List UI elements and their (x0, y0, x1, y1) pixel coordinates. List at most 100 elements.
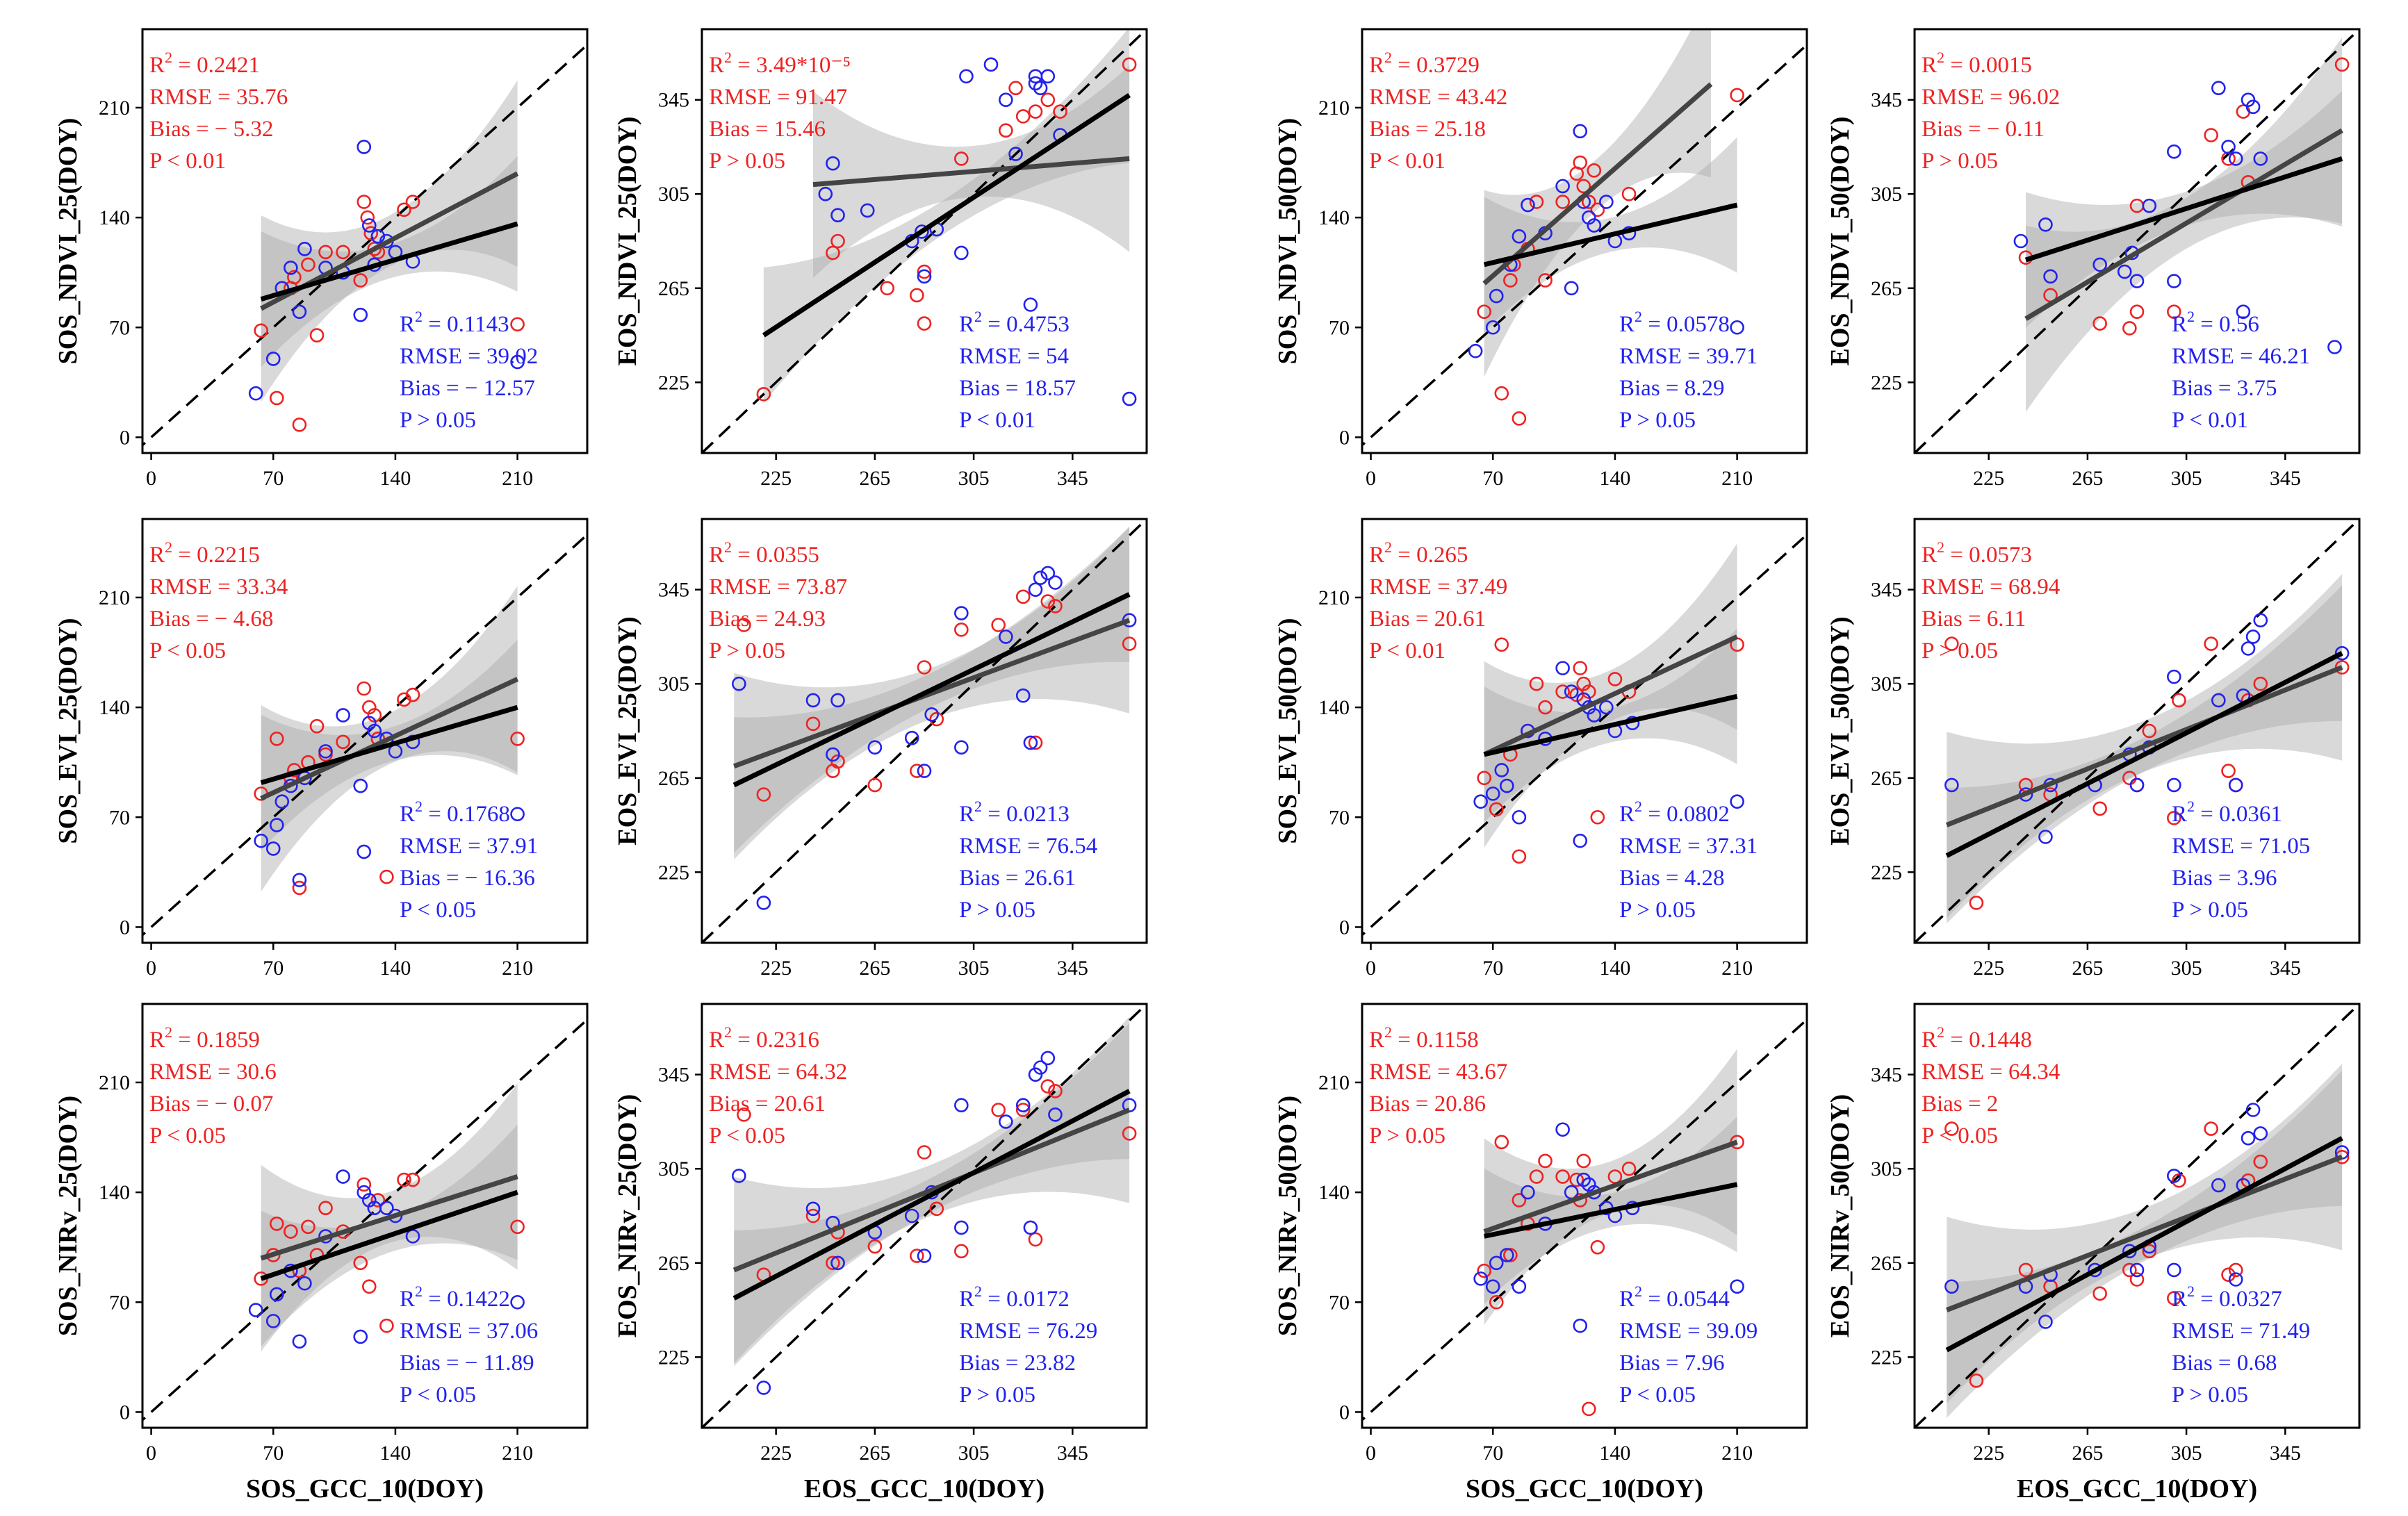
red-rmse: RMSE = 35.76 (149, 85, 288, 110)
red-point (910, 288, 924, 303)
blue-bias: Bias = 18.57 (959, 376, 1076, 401)
fit-line-blue (812, 156, 1130, 188)
one-to-one-line (702, 519, 1147, 943)
blue-point (826, 747, 840, 762)
y-tick-label: 225 (658, 1346, 689, 1369)
blue-point (297, 241, 312, 256)
red-rmse: RMSE = 43.42 (1369, 85, 1507, 110)
plot-area (1915, 519, 2359, 943)
x-tick-label: 0 (146, 1442, 156, 1465)
y-tick-label: 345 (1871, 89, 1902, 112)
x-tick-label: 210 (502, 1442, 533, 1465)
red-point (1573, 661, 1588, 675)
y-tick-label: 70 (1329, 316, 1350, 339)
red-point (1028, 1232, 1043, 1247)
red-point (1730, 88, 1744, 103)
y-axis-title: SOS_NIRv_25(DOY) (54, 1096, 83, 1336)
red-r2: R2 = 0.3729 (1369, 49, 1480, 78)
blue-point (1023, 1220, 1038, 1235)
blue-r2: R2 = 0.0213 (959, 798, 1070, 827)
y-tick-label: 0 (120, 1401, 130, 1424)
red-point (826, 245, 840, 261)
y-tick-label: 265 (1871, 767, 1902, 790)
panel-11: 0 70 140 210 0 70 140 210 SOS_NIRv_50(DOY) SOS_GC… (1273, 1003, 1808, 1503)
red-point (867, 777, 883, 793)
red-point (2172, 693, 2186, 708)
red-point (991, 618, 1006, 632)
panel-10: 225 265 305 345 225 265 305 345 EOS_NIRv_25(DOY)… (613, 1003, 1148, 1503)
red-p: P > 0.05 (709, 638, 785, 664)
red-r2: R2 = 0.1859 (149, 1023, 260, 1053)
blue-point (510, 1294, 525, 1310)
blue-point (1573, 833, 1588, 848)
plot-area (142, 1018, 587, 1422)
red-point (360, 210, 375, 225)
blue-bias: Bias = 7.96 (1619, 1351, 1725, 1376)
y-tick-label: 210 (99, 97, 130, 120)
blue-point (1028, 1067, 1043, 1082)
blue-r2: R2 = 0.1422 (400, 1283, 510, 1312)
red-point (1529, 676, 1544, 691)
blue-point (2013, 233, 2029, 249)
x-tick-label: 225 (1973, 1442, 2004, 1465)
plot-frame (141, 518, 589, 944)
plot-area (142, 533, 587, 937)
y-tick-label: 225 (658, 371, 689, 394)
blue-rmse: RMSE = 76.29 (959, 1319, 1097, 1344)
x-axis-title: SOS_GCC_10(DOY) (246, 1474, 484, 1503)
red-point (1053, 104, 1067, 119)
red-point (1590, 1239, 1605, 1255)
red-point (1040, 594, 1056, 609)
fit-line-red (1945, 651, 2343, 858)
y-axis-title: EOS_NDVI_25(DOY) (613, 117, 642, 366)
red-point (1512, 1193, 1527, 1208)
red-r2: R2 = 0.0015 (1922, 49, 2032, 78)
blue-point (275, 794, 290, 809)
x-tick-label: 140 (1599, 1442, 1630, 1465)
blue-rmse: RMSE = 54 (959, 344, 1069, 369)
blue-point (2167, 1262, 2181, 1278)
blue-point (361, 218, 377, 233)
plot-frame (141, 1003, 589, 1429)
y-axis-title: EOS_NIRv_50(DOY) (1826, 1094, 1855, 1337)
red-point (397, 202, 411, 217)
blue-point (954, 1220, 969, 1235)
red-point (1494, 1135, 1509, 1150)
blue-point (1122, 391, 1137, 406)
blue-point (2253, 151, 2268, 166)
blue-point (2221, 140, 2236, 154)
one-to-one-line (1915, 519, 2359, 943)
red-point (2172, 1173, 2186, 1188)
blue-point (1468, 343, 1483, 359)
plot-frame (1913, 1003, 2361, 1429)
blue-point (357, 844, 372, 859)
y-tick-label: 345 (1871, 1064, 1902, 1087)
plot-frame (141, 28, 589, 454)
blue-point (254, 833, 268, 848)
y-tick-label: 140 (99, 206, 130, 229)
y-tick-label: 265 (658, 277, 689, 300)
red-point (370, 1193, 386, 1208)
y-tick-label: 305 (658, 673, 689, 695)
blue-bias: Bias = 23.82 (959, 1351, 1076, 1376)
blue-point (2117, 264, 2132, 279)
blue-point (1048, 1107, 1063, 1122)
blue-point (1485, 1279, 1500, 1294)
fit-line-red (1483, 202, 1738, 267)
red-point (1477, 1263, 1491, 1278)
blue-point (248, 1303, 263, 1317)
y-tick-label: 0 (120, 426, 130, 449)
red-rmse: RMSE = 91.47 (709, 85, 847, 110)
y-axis-title: EOS_NDVI_50(DOY) (1826, 117, 1855, 366)
red-p: P < 0.01 (1369, 638, 1445, 664)
red-point (737, 1107, 751, 1122)
red-p: P < 0.05 (149, 1123, 226, 1148)
blue-rmse: RMSE = 37.31 (1619, 834, 1758, 859)
red-point (917, 264, 932, 279)
panel-8: 225 265 305 345 225 265 305 345 EOS_EVI_50(DOY) R… (1826, 518, 2361, 980)
red-point (1590, 202, 1605, 217)
blue-point (265, 1314, 281, 1328)
blue-r2: R2 = 0.0802 (1619, 798, 1730, 827)
blue-point (999, 629, 1013, 644)
blue-point (269, 1287, 284, 1302)
